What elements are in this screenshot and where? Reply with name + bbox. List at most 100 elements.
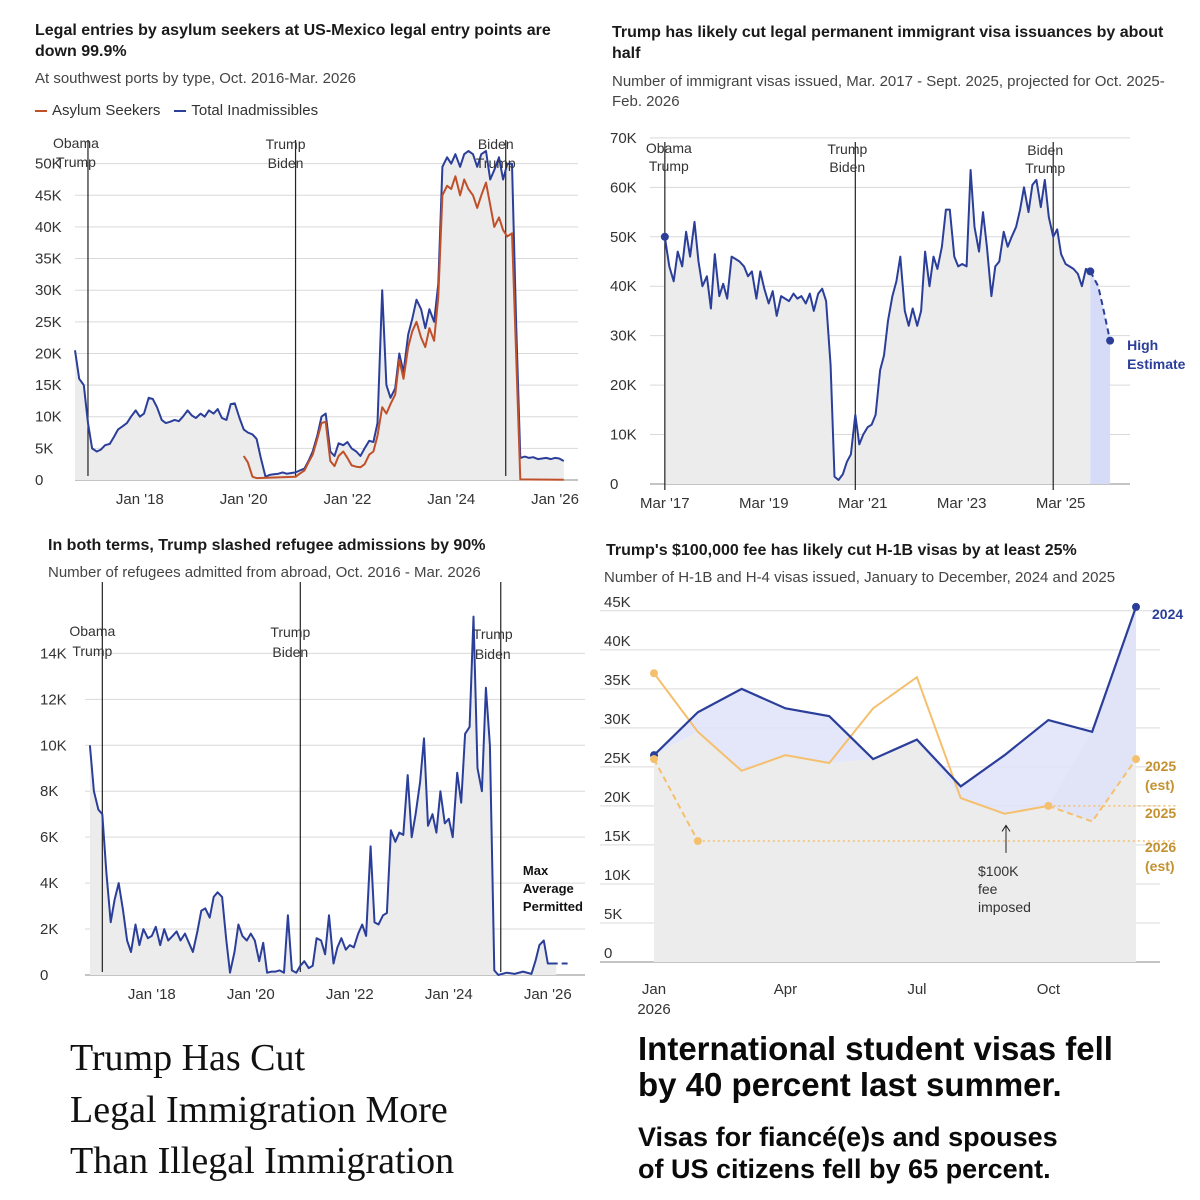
asylum-chart-svg: 0 5K 10K 15K 20K 25K 30K 35K 40K 45K 50K Jan '18 Jan… xyxy=(35,135,579,508)
refugee-chart-svg: 0 2K 4K 6K 8K 10K 12K 14K Jan '18 Jan '20 Jan '22 J… xyxy=(40,582,585,1003)
x-tick-label: Mar '21 xyxy=(838,495,888,512)
y-tick-label: 35K xyxy=(35,251,62,268)
y-tick-label: 5K xyxy=(35,440,53,457)
y-tick-label: 30K xyxy=(610,328,637,345)
label-2026-est: (est) xyxy=(1145,858,1175,874)
asylum-legend: Asylum Seekers Total Inadmissibles xyxy=(35,102,318,119)
area-fill xyxy=(89,616,557,975)
annotation-label: Obama xyxy=(646,140,692,156)
y-tick-label: 0 xyxy=(35,472,43,489)
y-tick-label: 25K xyxy=(604,750,631,767)
y-tick-label: 12K xyxy=(40,691,67,708)
annotation-label: Trump xyxy=(476,155,516,171)
y-tick-label: 45K xyxy=(35,187,62,204)
data-point xyxy=(1132,602,1140,611)
series-line-projection-high-estimate- xyxy=(1089,270,1112,341)
series-line-refugees xyxy=(88,615,557,976)
annotation-label: fee xyxy=(978,881,998,897)
x-tick-label: Oct xyxy=(1037,981,1061,998)
asylum-chart-subtitle: At southwest ports by type, Oct. 2016-Ma… xyxy=(35,70,356,87)
y-tick-label: 0 xyxy=(610,476,618,493)
x-tick-label: Jan xyxy=(642,981,666,998)
y-tick-label: 0 xyxy=(604,945,612,962)
annotation-label: $100K xyxy=(978,863,1019,879)
series-line-2026-est xyxy=(653,758,699,842)
x-tick-label: Jan '22 xyxy=(326,986,374,1003)
x-tick-label: Jan '24 xyxy=(427,491,475,508)
asylum-chart-panel: Legal entries by asylum seekers at US-Me… xyxy=(0,0,600,520)
y-tick-label: 8K xyxy=(40,783,58,800)
footer-left-line-1: Trump Has Cut xyxy=(70,1037,306,1079)
fee-arrow-head xyxy=(1001,824,1011,832)
footer-right-line-4: of US citizens fell by 65 percent. xyxy=(638,1154,1051,1184)
x-tick-label: Jan '26 xyxy=(531,491,579,508)
legend-item-asylum: Asylum Seekers xyxy=(35,102,160,119)
x-tick-label: Jul xyxy=(907,981,926,998)
data-point xyxy=(1132,755,1140,764)
annotation-label: Trump xyxy=(1025,160,1065,176)
difference-fill xyxy=(654,606,1136,822)
legend-label-total: Total Inadmissibles xyxy=(191,102,319,119)
y-tick-label: 10K xyxy=(604,867,631,884)
annotation-label: Trump xyxy=(266,136,306,152)
x-tick-label: 2026 xyxy=(637,1001,670,1018)
y-tick-label: 20K xyxy=(35,345,62,362)
data-point xyxy=(693,837,702,846)
series-line-immigrant-visas xyxy=(663,169,1091,481)
refugee-chart-panel: In both terms, Trump slashed refugee adm… xyxy=(0,520,600,1020)
label-2026-est: 2026 xyxy=(1145,839,1176,855)
x-tick-label: Jan '24 xyxy=(425,986,473,1003)
y-tick-label: 4K xyxy=(40,875,58,892)
annotation-label: Trump xyxy=(56,154,96,170)
annotation-label: Trump xyxy=(72,643,112,659)
annotation-label: Trump xyxy=(649,158,689,174)
area-fill xyxy=(664,170,1091,484)
refugee-chart-title: In both terms, Trump slashed refugee adm… xyxy=(48,537,486,554)
annotation-label: Biden xyxy=(268,155,304,171)
annotation-label: Obama xyxy=(69,623,115,639)
y-tick-label: 15K xyxy=(604,828,631,845)
x-tick-label: Mar '17 xyxy=(640,495,690,512)
legend-item-total: Total Inadmissibles xyxy=(174,102,318,119)
y-tick-label: 45K xyxy=(604,594,631,611)
area-fill xyxy=(654,606,1136,962)
x-tick-label: Jan '20 xyxy=(220,491,268,508)
annotation-label: Biden xyxy=(475,646,511,662)
y-tick-label: 20K xyxy=(610,377,637,394)
y-tick-label: 60K xyxy=(610,179,637,196)
series-line-2025-est xyxy=(1048,758,1137,823)
series-line-2025 xyxy=(653,672,1049,815)
y-tick-label: 14K xyxy=(40,645,67,662)
x-tick-label: Mar '19 xyxy=(739,495,789,512)
annotation-label: Permitted xyxy=(523,899,583,914)
y-tick-label: 10K xyxy=(35,409,62,426)
series-line-2024 xyxy=(653,606,1138,788)
y-tick-label: 6K xyxy=(40,829,58,846)
label-2025-est: 2025 xyxy=(1145,758,1176,774)
y-tick-label: 25K xyxy=(35,314,62,331)
annotation-label: Biden xyxy=(1027,142,1063,158)
h1b-chart-subtitle: Number of H-1B and H-4 visas issued, Jan… xyxy=(604,569,1116,586)
y-tick-label: 40K xyxy=(610,278,637,295)
y-tick-label: 30K xyxy=(604,711,631,728)
series-line-asylum-seekers xyxy=(242,175,564,481)
high-estimate-point xyxy=(1106,336,1115,345)
annotation-label: Average xyxy=(523,881,574,896)
legend-swatch-total xyxy=(174,110,187,113)
footer-left-line-2: Legal Immigration More xyxy=(70,1089,448,1131)
label-2024: 2024 xyxy=(1152,606,1183,622)
legend-label-asylum: Asylum Seekers xyxy=(52,102,161,119)
y-tick-label: 15K xyxy=(35,377,62,394)
h1b-chart-svg: 0 5K 10K 15K 20K 25K 30K 35K 40K 45K Jan 2026 Apr Jul… xyxy=(600,594,1183,1018)
y-tick-label: 35K xyxy=(604,672,631,689)
h1b-chart-title: Trump's $100,000 fee has likely cut H-1B… xyxy=(606,542,1077,559)
y-tick-label: 40K xyxy=(35,219,62,236)
annotation-label: Obama xyxy=(53,135,99,151)
legend-swatch-asylum xyxy=(35,110,47,113)
y-tick-label: 10K xyxy=(40,737,67,754)
annotation-label: Estimate xyxy=(1127,356,1186,372)
label-2025-est: (est) xyxy=(1145,777,1175,793)
y-tick-label: 0 xyxy=(40,967,48,984)
annotation-label: Max xyxy=(523,863,549,878)
y-tick-label: 5K xyxy=(604,906,622,923)
